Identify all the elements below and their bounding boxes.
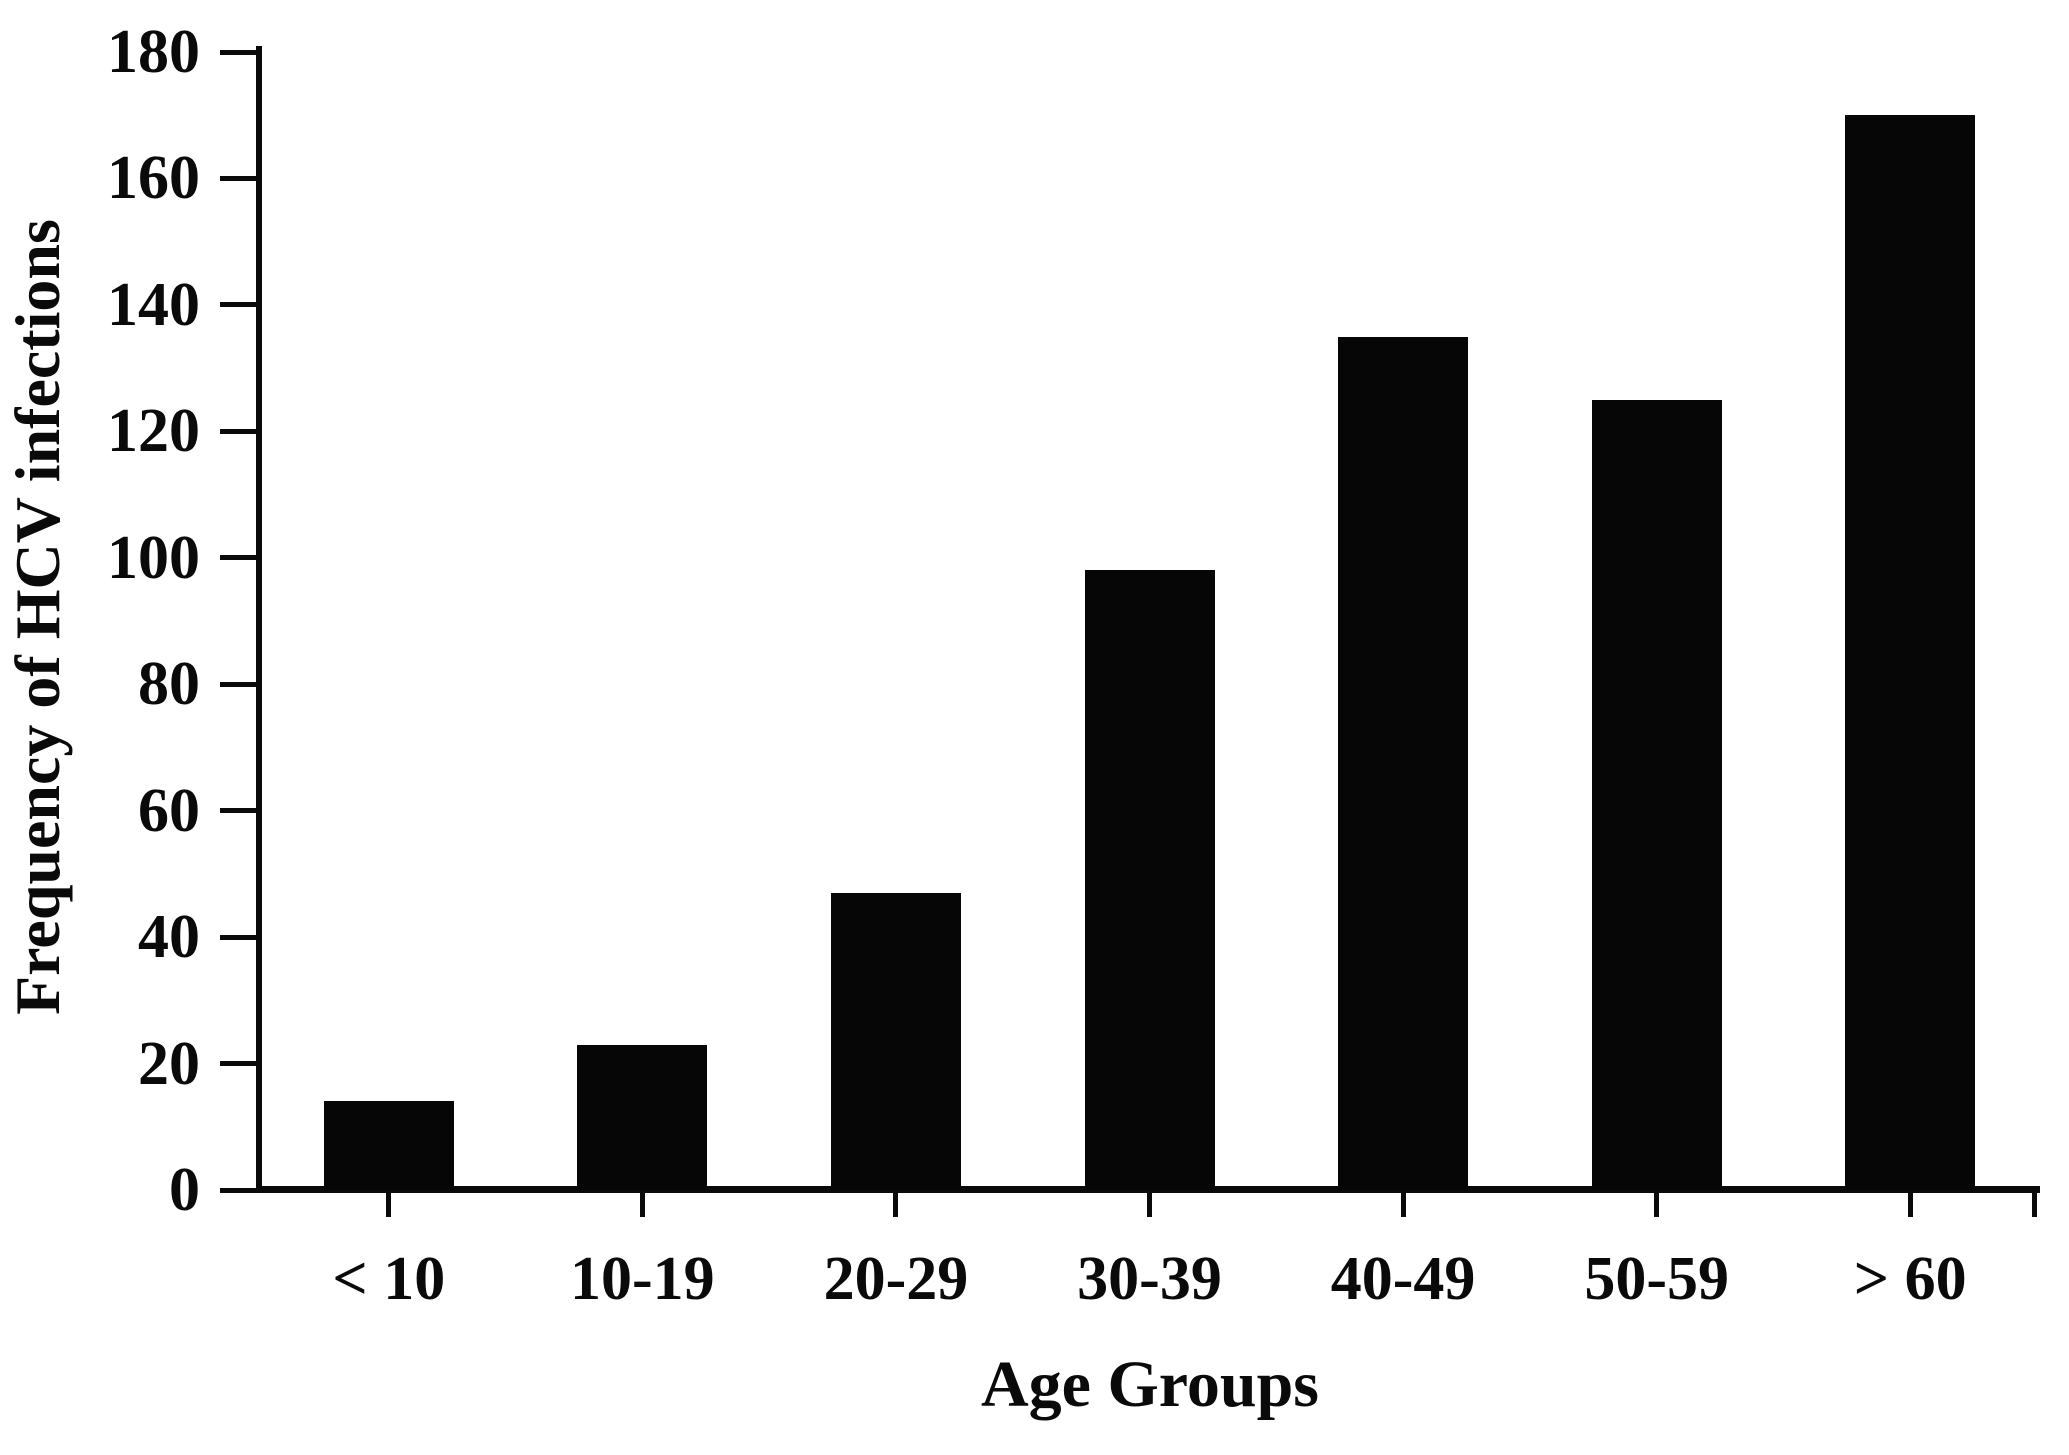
y-axis-tick	[220, 1061, 256, 1067]
y-axis-tick	[220, 555, 256, 561]
x-tick-label: 40-49	[1330, 1245, 1476, 1313]
x-tick-label: 20-29	[823, 1245, 969, 1313]
y-axis-line	[256, 46, 262, 1193]
y-axis-tick	[220, 49, 256, 55]
y-tick-label: 20	[138, 1029, 200, 1098]
y-tick-label: 120	[107, 397, 200, 466]
y-tick-label: 180	[107, 18, 200, 86]
x-axis-tick	[639, 1193, 645, 1217]
y-axis-tick	[220, 681, 256, 687]
x-axis-tick	[1907, 1193, 1913, 1217]
bar-<10	[323, 1101, 454, 1190]
x-tick-label: 30-39	[1077, 1245, 1222, 1313]
x-axis-tick	[1147, 1193, 1152, 1217]
y-axis-tick	[220, 428, 256, 434]
x-axis-tick	[893, 1193, 899, 1217]
x-axis-tick	[1400, 1193, 1406, 1217]
bar->60	[1845, 115, 1976, 1190]
x-axis-tick	[1654, 1193, 1660, 1217]
y-tick-label: 60	[138, 776, 200, 845]
x-axis-title: Age Groups	[981, 1348, 1319, 1421]
y-tick-label: 80	[138, 650, 200, 719]
x-tick-label: > 60	[1853, 1245, 1967, 1313]
y-axis-tick	[220, 934, 256, 940]
y-tick-label: 40	[138, 903, 200, 972]
x-tick-label: 50-59	[1584, 1245, 1729, 1313]
y-tick-label: 140	[107, 270, 200, 339]
x-axis-tick	[386, 1193, 392, 1217]
bar-20-29	[830, 892, 961, 1190]
bar-30-39	[1084, 570, 1215, 1190]
y-axis-tick	[220, 1187, 256, 1193]
x-tick-label: 10-19	[570, 1245, 715, 1313]
x-axis-end-tick	[2032, 1193, 2037, 1217]
bar-40-49	[1338, 336, 1469, 1190]
bar-10-19	[577, 1044, 708, 1190]
y-tick-label: 0	[169, 1156, 200, 1224]
x-tick-label: < 10	[332, 1245, 446, 1313]
y-axis-tick	[220, 175, 256, 181]
y-axis-tick	[220, 808, 256, 814]
y-axis-tick	[220, 302, 256, 308]
y-tick-label: 100	[107, 523, 200, 592]
y-axis-title: Frequency of HCV infections	[2, 219, 73, 1015]
bar-50-59	[1591, 399, 1722, 1190]
y-tick-label: 160	[107, 144, 200, 213]
